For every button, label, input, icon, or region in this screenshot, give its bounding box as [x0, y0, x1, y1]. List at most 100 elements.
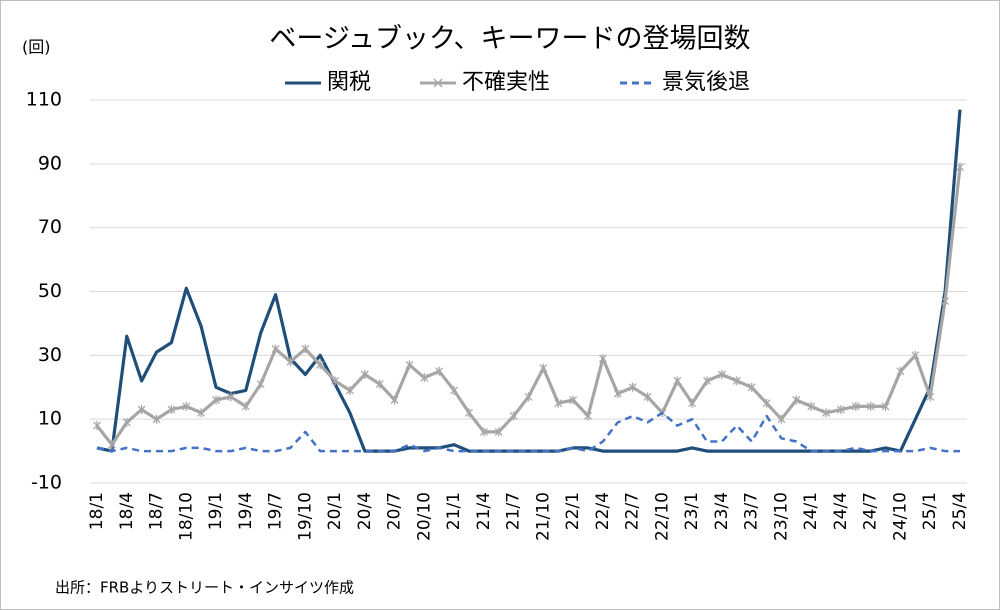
point-marker: [569, 395, 578, 405]
point-marker: [777, 414, 786, 424]
point-marker: [286, 357, 295, 367]
point-marker: [122, 417, 131, 427]
point-marker: [524, 392, 533, 402]
x-tick-label: 18/4: [117, 492, 137, 530]
x-tick-label: 18/7: [147, 492, 167, 530]
legend-label: 景気後退: [662, 70, 750, 95]
point-marker: [941, 296, 950, 306]
point-marker: [554, 398, 563, 408]
point-marker: [375, 379, 384, 389]
x-tick-label: 20/4: [355, 492, 375, 530]
point-marker: [881, 401, 890, 411]
point-marker: [509, 411, 518, 421]
point-marker: [673, 376, 682, 386]
point-marker: [717, 369, 726, 379]
x-tick-label: 25/1: [920, 492, 940, 530]
x-tick-label: 18/1: [87, 492, 107, 530]
point-marker: [866, 401, 875, 411]
point-marker: [182, 401, 191, 411]
point-marker: [926, 392, 935, 402]
point-marker: [316, 360, 325, 370]
chart-title: ベージュブック、キーワードの登場回数: [269, 24, 750, 55]
x-tick-label: 24/10: [890, 492, 910, 541]
y-tick-label: 110: [26, 89, 62, 111]
x-tick-label: 23/10: [771, 492, 791, 541]
point-marker: [732, 376, 741, 386]
point-marker: [807, 401, 816, 411]
x-tick-label: 24/4: [831, 492, 851, 530]
x-tick-label: 19/4: [236, 492, 256, 530]
point-marker: [301, 344, 310, 354]
x-tick-label: 21/10: [533, 492, 553, 541]
line-series: [96, 411, 960, 453]
point-marker: [226, 392, 235, 402]
x-tick-label: 22/10: [652, 492, 672, 541]
point-marker: [107, 440, 116, 450]
x-tick-label: 24/7: [861, 492, 881, 530]
x-tick-label: 20/10: [414, 492, 434, 541]
x-tick-label: 20/7: [385, 492, 405, 530]
point-marker: [479, 427, 488, 437]
point-marker: [539, 363, 548, 373]
x-tick-label: 21/1: [444, 492, 464, 530]
x-tick-label: 19/1: [206, 492, 226, 530]
point-marker: [331, 376, 340, 386]
x-tick-label: 22/4: [593, 492, 613, 530]
y-tick-label: 70: [38, 216, 62, 238]
point-marker: [390, 395, 399, 405]
point-marker: [345, 385, 354, 395]
point-marker: [360, 369, 369, 379]
point-marker: [896, 366, 905, 376]
legend-label: 関税: [327, 70, 371, 95]
point-marker: [494, 427, 503, 437]
y-axis-label: (回): [22, 38, 51, 57]
point-marker: [212, 395, 220, 405]
x-tick-label: 23/7: [742, 492, 762, 530]
point-marker: [643, 392, 652, 402]
point-marker: [747, 382, 756, 392]
x-tick-label: 19/10: [295, 492, 315, 541]
source-note: 出所：FRBよりストリート・インサイツ作成: [55, 579, 354, 597]
point-marker: [703, 376, 712, 386]
point-marker: [822, 408, 831, 418]
y-tick-label: 50: [38, 280, 62, 302]
point-marker: [271, 344, 280, 354]
point-marker: [450, 385, 459, 395]
point-marker: [93, 421, 101, 431]
point-marker: [598, 354, 607, 364]
x-tick-label: 19/7: [266, 492, 286, 530]
point-marker: [613, 389, 622, 399]
point-marker: [465, 408, 473, 418]
x-tick-label: 20/1: [325, 492, 345, 530]
point-marker: [197, 408, 206, 418]
point-marker: [405, 360, 414, 370]
y-tick-label: 30: [38, 344, 62, 366]
point-marker: [956, 162, 964, 172]
point-marker: [792, 395, 801, 405]
x-tick-label: 18/10: [176, 492, 196, 541]
point-marker: [256, 379, 265, 389]
point-marker: [152, 414, 161, 424]
point-marker: [435, 366, 444, 376]
point-marker: [420, 373, 429, 383]
point-marker: [167, 405, 176, 415]
point-marker: [584, 411, 592, 421]
x-tick-label: 21/4: [474, 492, 494, 530]
point-marker: [628, 382, 637, 392]
point-marker: [911, 350, 920, 360]
y-tick-label: -10: [31, 472, 62, 494]
legend-label: 不確実性: [462, 70, 550, 95]
x-tick-label: 21/7: [504, 492, 524, 530]
point-marker: [241, 401, 250, 411]
point-marker: [851, 401, 860, 411]
y-tick-label: 10: [38, 408, 62, 430]
point-marker: [762, 398, 771, 408]
point-marker: [137, 405, 146, 415]
x-tick-label: 23/4: [712, 492, 732, 530]
point-marker: [837, 405, 845, 415]
x-tick-label: 23/1: [682, 492, 702, 530]
legend-marker: [433, 78, 443, 88]
x-tick-label: 25/4: [950, 492, 970, 530]
